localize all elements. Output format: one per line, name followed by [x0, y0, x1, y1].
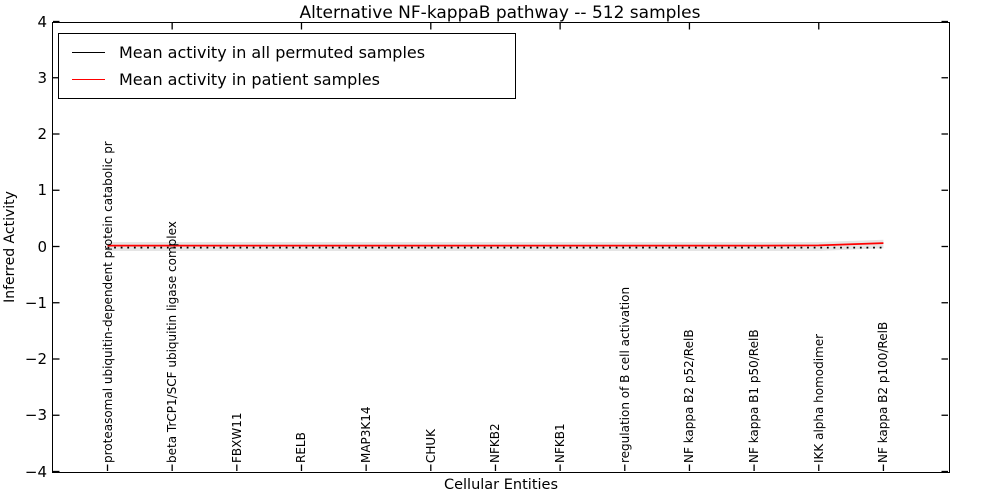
x-tick-label: NF kappa B2 p52/RelB — [682, 329, 697, 463]
x-tick-label: NF kappa B2 p100/RelB — [876, 321, 891, 463]
x-tick-label: NF kappa B1 p50/RelB — [747, 329, 762, 463]
y-axis-label: Inferred Activity — [2, 191, 18, 303]
y-tick-label: −1 — [24, 293, 47, 312]
legend-entry-permuted: Mean activity in all permuted samples — [72, 43, 515, 62]
y-tick-label: 4 — [37, 12, 47, 31]
x-tick-label: RELB — [294, 432, 309, 463]
plot-area: proteasomal ubiquitin-dependent protein … — [52, 20, 950, 473]
y-tick-label: 3 — [37, 68, 47, 87]
x-tick-label: IKK alpha homodimer — [811, 333, 826, 463]
data-lines-svg — [53, 20, 948, 473]
x-tick-label: FBXW11 — [229, 412, 244, 464]
y-tick-label: −2 — [24, 350, 47, 368]
x-tick-label: NFKB1 — [553, 423, 568, 463]
y-tick-label: 0 — [37, 237, 47, 256]
x-tick-label: NFKB2 — [488, 423, 503, 463]
y-tick-label: 2 — [37, 125, 47, 143]
y-tick-label: −3 — [24, 406, 47, 425]
legend-label: Mean activity in all permuted samples — [119, 42, 426, 62]
legend-line-sample-red — [72, 79, 105, 81]
legend-label: Mean activity in patient samples — [119, 70, 380, 90]
y-tick-label: −4 — [24, 462, 47, 481]
legend-line-sample-black — [72, 51, 105, 53]
y-tick-label: 1 — [37, 181, 47, 200]
x-tick-label: MAP3K14 — [359, 406, 374, 463]
x-tick-label: beta TrCP1/SCF ubiquitin ligase complex — [165, 221, 180, 463]
legend-entry-patient: Mean activity in patient samples — [72, 70, 515, 89]
series-line-1 — [107, 242, 884, 247]
x-tick-label: CHUK — [423, 428, 438, 463]
legend: Mean activity in all permuted samples Me… — [58, 33, 516, 99]
x-tick-label: regulation of B cell activation — [617, 286, 632, 463]
x-axis-label: Cellular Entities — [443, 477, 559, 493]
x-tick-label: proteasomal ubiquitin-dependent protein … — [100, 141, 115, 463]
chart-title: Alternative NF-kappaB pathway -- 512 sam… — [299, 3, 701, 23]
